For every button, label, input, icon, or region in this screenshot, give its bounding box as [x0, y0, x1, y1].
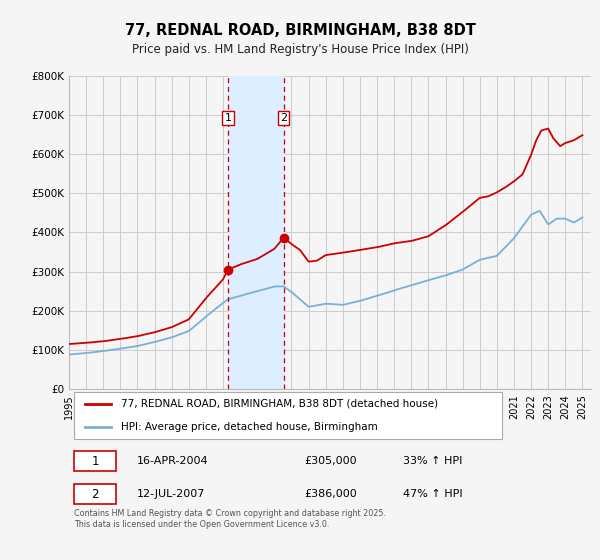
Text: 1: 1	[91, 455, 99, 468]
FancyBboxPatch shape	[74, 484, 116, 504]
Text: 16-APR-2004: 16-APR-2004	[137, 456, 208, 466]
Text: 2: 2	[91, 488, 99, 501]
FancyBboxPatch shape	[74, 392, 502, 438]
FancyBboxPatch shape	[74, 451, 116, 471]
Text: 77, REDNAL ROAD, BIRMINGHAM, B38 8DT (detached house): 77, REDNAL ROAD, BIRMINGHAM, B38 8DT (de…	[121, 399, 439, 409]
Text: Contains HM Land Registry data © Crown copyright and database right 2025.
This d: Contains HM Land Registry data © Crown c…	[74, 510, 386, 529]
Text: 2: 2	[280, 113, 287, 123]
Text: 1: 1	[224, 113, 232, 123]
Text: 33% ↑ HPI: 33% ↑ HPI	[403, 456, 463, 466]
Text: 47% ↑ HPI: 47% ↑ HPI	[403, 489, 463, 499]
Text: Price paid vs. HM Land Registry's House Price Index (HPI): Price paid vs. HM Land Registry's House …	[131, 43, 469, 56]
Text: 77, REDNAL ROAD, BIRMINGHAM, B38 8DT: 77, REDNAL ROAD, BIRMINGHAM, B38 8DT	[125, 24, 475, 38]
Bar	[228, 76, 284, 389]
Text: 12-JUL-2007: 12-JUL-2007	[137, 489, 205, 499]
Text: HPI: Average price, detached house, Birmingham: HPI: Average price, detached house, Birm…	[121, 422, 378, 432]
Text: £305,000: £305,000	[304, 456, 356, 466]
Text: £386,000: £386,000	[304, 489, 356, 499]
